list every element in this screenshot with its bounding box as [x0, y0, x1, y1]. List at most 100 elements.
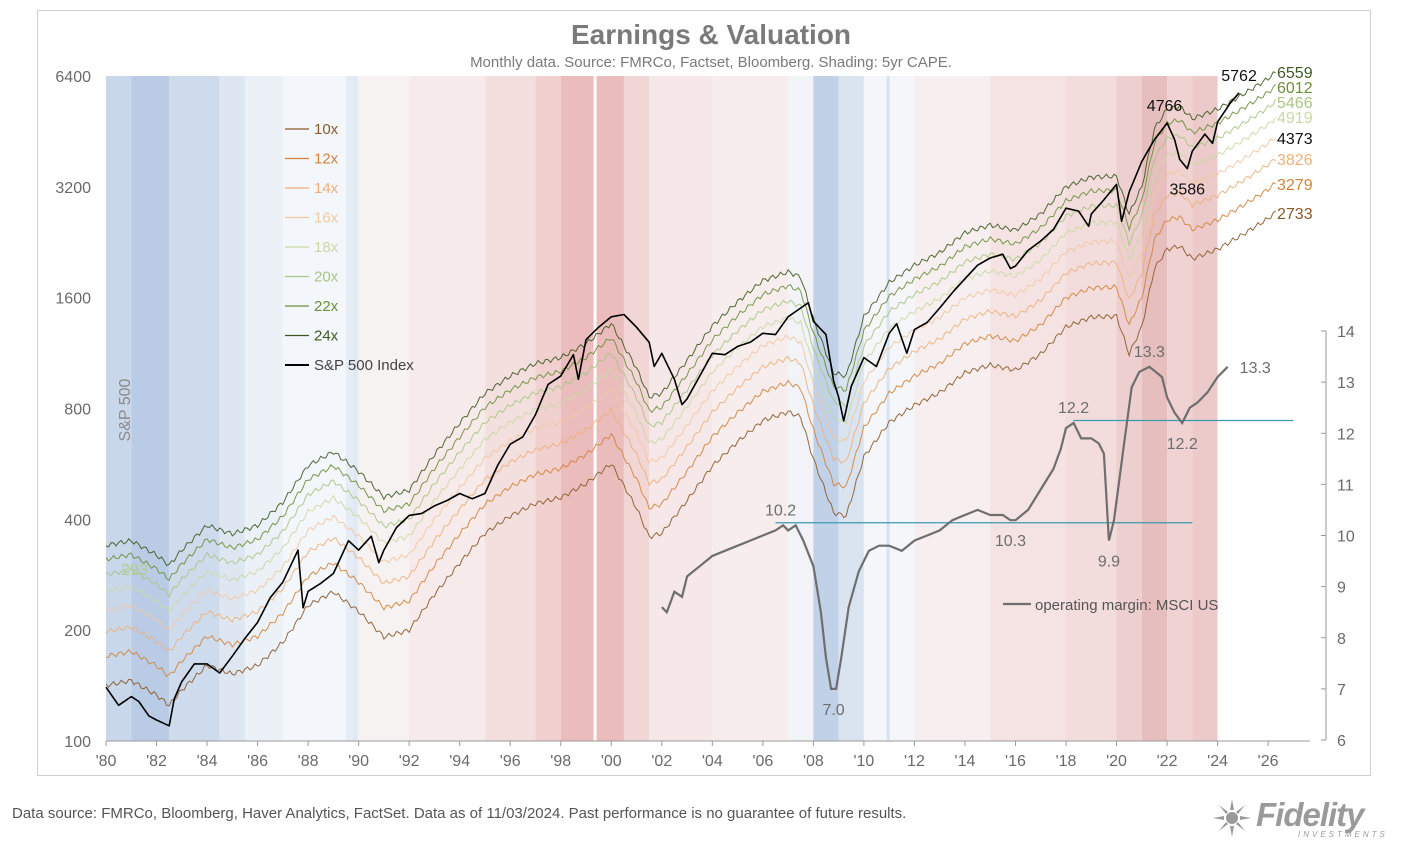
- logo-subtitle: INVESTMENTS: [1298, 830, 1388, 839]
- y-right-tick-label: 14: [1337, 324, 1355, 341]
- shading-band-1: [131, 76, 170, 741]
- shading-band-16: [813, 76, 839, 741]
- shading-band-17: [838, 76, 864, 741]
- x-tick-label: '86: [247, 753, 268, 770]
- legend-item: 16x: [314, 210, 339, 227]
- footer-note: Data source: FMRCo, Bloomberg, Haver Ana…: [12, 805, 907, 822]
- pe-band-14x: [105, 158, 1276, 651]
- x-tick-label: '82: [146, 753, 167, 770]
- shading-band-11: [560, 76, 624, 741]
- band-end-value: 4373: [1277, 131, 1313, 148]
- x-tick-label: '88: [298, 753, 319, 770]
- band-end-value: 3279: [1277, 177, 1313, 194]
- margin-label: 13.3: [1134, 344, 1165, 361]
- margin-label: 10.3: [995, 533, 1026, 550]
- legend-item: 22x: [314, 298, 339, 315]
- sp500-label: 4766: [1147, 98, 1183, 115]
- x-tick-label: '24: [1207, 753, 1228, 770]
- y-left-tick-label: 100: [64, 734, 91, 751]
- pe-band-20x: [105, 98, 1277, 599]
- shading-band-3: [219, 76, 245, 741]
- x-tick-label: '14: [955, 753, 976, 770]
- x-tick-label: '94: [449, 753, 470, 770]
- logo-wordmark: Fidelity: [1256, 796, 1365, 833]
- shading-band-23: [1141, 76, 1168, 741]
- chart-subtitle: Monthly data. Source: FMRCo, Factset, Bl…: [470, 54, 952, 71]
- legend-item: 20x: [314, 269, 339, 286]
- x-tick-label: '08: [803, 753, 824, 770]
- y-left-tick-label: 800: [64, 402, 91, 419]
- shading-band-2: [169, 76, 220, 741]
- y-right-tick-label: 13: [1337, 375, 1355, 392]
- legend: 10x 12x 14x 16x 18x 20x 22x 24x S&P 500 Index ope…: [285, 121, 1218, 614]
- legend-item: 18x: [314, 239, 339, 256]
- shading-stripe-0: [593, 76, 597, 741]
- x-tick-label: '16: [1005, 753, 1026, 770]
- margin-label: 9.9: [1098, 554, 1120, 571]
- band-end-value: 6559: [1277, 65, 1313, 82]
- sp500-label: 3586: [1169, 182, 1205, 199]
- fidelity-logo: Fidelity INVESTMENTS: [1212, 796, 1412, 839]
- y-left-tick-label: 400: [64, 512, 91, 529]
- y-right-tick-label: 9: [1337, 580, 1346, 597]
- shading-band-14: [712, 76, 789, 741]
- y-right-tick-label: 7: [1337, 682, 1346, 699]
- band-end-value: 4919: [1277, 110, 1313, 127]
- y-right-tick-label: 12: [1337, 426, 1355, 443]
- fidelity-burst-icon: [1213, 799, 1251, 837]
- x-tick-label: '90: [348, 753, 369, 770]
- legend-item: S&P 500 Index: [314, 357, 414, 374]
- pe-band-18x: [105, 117, 1277, 614]
- x-tick-label: '26: [1258, 753, 1279, 770]
- shading-band-24: [1167, 76, 1193, 741]
- x-tick-label: '80: [96, 753, 117, 770]
- margin-label: 10.2: [765, 502, 796, 519]
- sp500-line: [105, 92, 1240, 727]
- start-value-label: 293: [121, 562, 148, 579]
- margin-label: 12.2: [1058, 400, 1089, 417]
- shading-stripe-1: [886, 76, 890, 741]
- sp500-series: [105, 92, 1240, 727]
- pe-band-16x: [105, 138, 1277, 631]
- y-right-tick-label: 11: [1337, 477, 1354, 494]
- shading-band-4: [244, 76, 283, 741]
- sp500-label: 5762: [1221, 68, 1257, 85]
- shading-band-7: [358, 76, 410, 741]
- legend-item: 10x: [314, 121, 339, 138]
- shading-band-21: [1066, 76, 1117, 741]
- x-tick-label: '20: [1106, 753, 1127, 770]
- chart-title: Earnings & Valuation: [571, 19, 851, 50]
- pe-band-22x: [105, 83, 1277, 582]
- y-left-tick-label: 6400: [55, 69, 91, 86]
- y-right-tick-label: 8: [1337, 631, 1346, 648]
- x-tick-label: '00: [601, 753, 622, 770]
- band-end-value: 3826: [1277, 152, 1313, 169]
- legend-item: 14x: [314, 180, 339, 197]
- x-tick-label: '96: [500, 753, 521, 770]
- x-tick-label: '92: [399, 753, 420, 770]
- cape-shading: [106, 76, 1218, 741]
- shading-band-13: [649, 76, 713, 741]
- data-labels: 4766 3586 5762 10.2 7.0 10.3 9.9 12.2 12.2 13.3 13…: [121, 65, 1313, 719]
- pe-band-10x: [105, 210, 1276, 707]
- y-left-tick-label: 200: [64, 623, 91, 640]
- x-tick-label: '18: [1056, 753, 1077, 770]
- y-left-tick-label: 3200: [55, 180, 91, 197]
- band-end-value: 5466: [1277, 95, 1313, 112]
- shading-band-25: [1192, 76, 1218, 741]
- x-tick-label: '06: [752, 753, 773, 770]
- x-tick-label: '02: [651, 753, 672, 770]
- shading-stripe-2: [353, 76, 357, 741]
- x-tick-label: '22: [1157, 753, 1178, 770]
- shading-band-19: [914, 76, 991, 741]
- band-end-value: 2733: [1277, 206, 1313, 223]
- earnings-valuation-chart: '80 '82 '84 '86 '88 '90 '92 '94 '96 '98 '00 '02 '04 '…: [55, 19, 1354, 770]
- x-tick-label: '84: [197, 753, 218, 770]
- shading-band-5: [282, 76, 346, 741]
- shading-band-12: [623, 76, 650, 741]
- shading-band-8: [409, 76, 485, 741]
- margin-label: 13.3: [1240, 360, 1271, 377]
- axes: '80 '82 '84 '86 '88 '90 '92 '94 '96 '98 '00 '02 '04 '…: [55, 69, 1354, 770]
- band-end-value: 6012: [1277, 80, 1313, 97]
- shading-band-0: [106, 76, 132, 741]
